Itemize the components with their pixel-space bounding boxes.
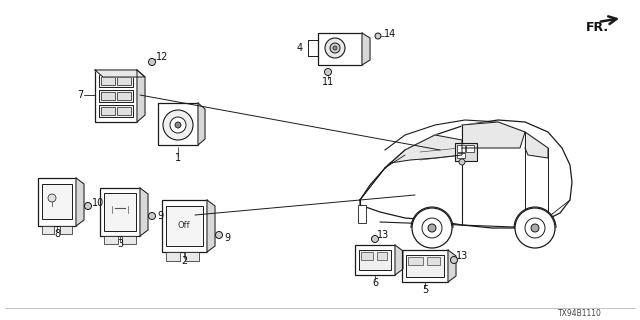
Bar bbox=[42, 184, 72, 219]
Bar bbox=[42, 226, 54, 234]
Circle shape bbox=[216, 231, 223, 238]
Text: Off: Off bbox=[178, 221, 190, 230]
Polygon shape bbox=[76, 178, 84, 226]
Circle shape bbox=[459, 159, 465, 165]
Bar bbox=[158, 103, 198, 145]
Bar bbox=[117, 77, 131, 85]
Bar bbox=[104, 193, 136, 231]
Bar bbox=[122, 236, 136, 244]
Polygon shape bbox=[198, 103, 205, 145]
Bar bbox=[427, 257, 440, 265]
Bar bbox=[457, 153, 465, 158]
Polygon shape bbox=[448, 250, 456, 282]
Text: 9: 9 bbox=[157, 211, 163, 221]
Bar bbox=[466, 145, 474, 152]
Polygon shape bbox=[362, 33, 370, 65]
Bar bbox=[99, 90, 133, 102]
Circle shape bbox=[84, 203, 92, 210]
Polygon shape bbox=[462, 122, 525, 148]
Bar bbox=[117, 92, 131, 100]
Circle shape bbox=[375, 33, 381, 39]
Circle shape bbox=[371, 236, 378, 243]
Circle shape bbox=[515, 208, 555, 248]
Circle shape bbox=[422, 218, 442, 238]
Circle shape bbox=[330, 43, 340, 53]
Circle shape bbox=[451, 257, 458, 263]
Text: 13: 13 bbox=[456, 251, 468, 261]
Circle shape bbox=[175, 122, 181, 128]
Circle shape bbox=[170, 117, 186, 133]
Bar bbox=[355, 245, 395, 275]
Text: TX94B1110: TX94B1110 bbox=[558, 308, 602, 317]
Bar bbox=[117, 107, 131, 115]
Bar bbox=[455, 143, 477, 161]
Circle shape bbox=[48, 194, 56, 202]
Bar bbox=[166, 252, 180, 261]
Polygon shape bbox=[360, 120, 572, 228]
Bar bbox=[359, 250, 391, 270]
Polygon shape bbox=[140, 188, 148, 236]
Bar bbox=[361, 252, 373, 260]
Text: FR.: FR. bbox=[586, 20, 609, 34]
Circle shape bbox=[531, 224, 539, 232]
Text: 3: 3 bbox=[117, 239, 123, 249]
Bar bbox=[38, 178, 76, 226]
Polygon shape bbox=[95, 70, 145, 77]
Text: 10: 10 bbox=[92, 198, 104, 208]
Circle shape bbox=[525, 218, 545, 238]
Bar bbox=[104, 236, 118, 244]
Bar bbox=[95, 70, 137, 122]
Bar bbox=[185, 252, 199, 261]
Bar bbox=[166, 206, 203, 246]
Bar bbox=[60, 226, 72, 234]
Bar bbox=[100, 188, 140, 236]
Polygon shape bbox=[207, 200, 215, 252]
Circle shape bbox=[333, 46, 337, 50]
Circle shape bbox=[412, 208, 452, 248]
Circle shape bbox=[148, 59, 156, 66]
Circle shape bbox=[325, 38, 345, 58]
Text: 4: 4 bbox=[297, 43, 303, 53]
Polygon shape bbox=[385, 135, 462, 168]
Bar bbox=[99, 75, 133, 87]
Bar bbox=[101, 107, 115, 115]
Text: 1: 1 bbox=[175, 153, 181, 163]
Text: 5: 5 bbox=[422, 285, 428, 295]
Text: 12: 12 bbox=[156, 52, 168, 62]
Circle shape bbox=[324, 68, 332, 76]
Bar bbox=[162, 200, 207, 252]
Circle shape bbox=[148, 212, 156, 220]
Text: 6: 6 bbox=[372, 278, 378, 288]
Circle shape bbox=[428, 224, 436, 232]
Polygon shape bbox=[137, 70, 145, 122]
Text: 11: 11 bbox=[322, 77, 334, 87]
Bar bbox=[408, 257, 423, 265]
Bar bbox=[318, 33, 362, 65]
Bar bbox=[99, 105, 133, 117]
Text: 8: 8 bbox=[54, 229, 60, 239]
Bar bbox=[101, 77, 115, 85]
Text: 13: 13 bbox=[377, 230, 389, 240]
Text: 2: 2 bbox=[181, 256, 187, 266]
Text: 9: 9 bbox=[224, 233, 230, 243]
Polygon shape bbox=[525, 132, 548, 158]
Bar bbox=[377, 252, 387, 260]
Polygon shape bbox=[395, 245, 403, 275]
Bar bbox=[402, 250, 448, 282]
Text: 7: 7 bbox=[77, 90, 83, 100]
Bar bbox=[101, 92, 115, 100]
Bar bbox=[457, 145, 465, 152]
Circle shape bbox=[163, 110, 193, 140]
Text: 14: 14 bbox=[384, 29, 396, 39]
Bar bbox=[358, 205, 366, 223]
Bar bbox=[406, 255, 444, 277]
